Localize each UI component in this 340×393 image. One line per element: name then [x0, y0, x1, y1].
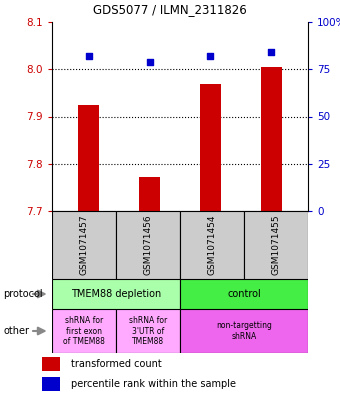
Text: GSM1071456: GSM1071456 — [143, 215, 153, 275]
Text: transformed count: transformed count — [71, 359, 162, 369]
Bar — [52, 211, 116, 279]
Text: TMEM88 depletion: TMEM88 depletion — [71, 289, 161, 299]
Bar — [139, 176, 160, 211]
Bar — [180, 279, 308, 309]
Bar — [52, 279, 180, 309]
Bar — [261, 67, 282, 211]
Bar — [116, 309, 180, 353]
Bar — [244, 211, 308, 279]
Bar — [42, 377, 61, 391]
Text: GDS5077 / ILMN_2311826: GDS5077 / ILMN_2311826 — [93, 3, 247, 16]
Text: GSM1071457: GSM1071457 — [80, 215, 88, 275]
Text: other: other — [3, 326, 29, 336]
Text: percentile rank within the sample: percentile rank within the sample — [71, 379, 236, 389]
Point — [147, 59, 152, 65]
Text: GSM1071455: GSM1071455 — [272, 215, 280, 275]
Text: shRNA for
3'UTR of
TMEM88: shRNA for 3'UTR of TMEM88 — [129, 316, 167, 346]
Point — [86, 53, 91, 59]
Bar — [78, 105, 99, 211]
Text: GSM1071454: GSM1071454 — [207, 215, 217, 275]
Point — [269, 49, 274, 55]
Bar — [42, 357, 61, 371]
Point — [208, 53, 213, 59]
Bar — [180, 211, 244, 279]
Bar — [52, 309, 116, 353]
Text: non-targetting
shRNA: non-targetting shRNA — [216, 321, 272, 341]
Bar — [116, 211, 180, 279]
Text: protocol: protocol — [3, 289, 43, 299]
Text: control: control — [227, 289, 261, 299]
Bar — [180, 309, 308, 353]
Text: shRNA for
first exon
of TMEM88: shRNA for first exon of TMEM88 — [63, 316, 105, 346]
Bar — [200, 84, 221, 211]
